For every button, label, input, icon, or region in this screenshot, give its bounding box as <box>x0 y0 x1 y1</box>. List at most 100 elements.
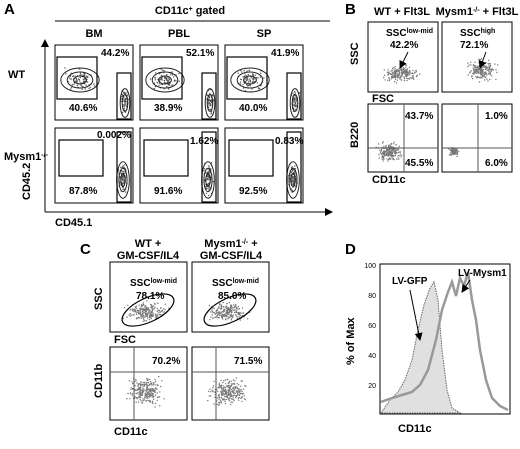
event-dot <box>123 106 126 108</box>
gate-percent: 72.1% <box>460 40 488 51</box>
event-dot <box>130 387 132 389</box>
event-dot <box>222 394 224 396</box>
event-dot <box>451 151 453 153</box>
event-dot <box>218 396 220 398</box>
event-dot <box>121 93 123 96</box>
event-dot <box>156 392 158 394</box>
plot-frame <box>139 44 219 121</box>
event-dot <box>231 316 234 319</box>
event-dot <box>230 401 232 403</box>
event-dot <box>206 178 209 180</box>
event-dot <box>237 306 240 308</box>
event-dot <box>227 318 229 320</box>
event-dot <box>382 158 385 160</box>
event-dot <box>398 151 400 153</box>
event-dot <box>472 64 475 66</box>
event-dot <box>477 71 479 74</box>
event-dot <box>382 156 385 158</box>
event-dot <box>229 309 231 311</box>
event-dot <box>220 397 222 399</box>
event-dot <box>481 77 483 79</box>
event-dot <box>143 381 146 384</box>
contour <box>73 75 87 85</box>
event-dot <box>225 390 227 392</box>
event-dot <box>154 378 156 381</box>
event-dot <box>156 310 158 313</box>
event-dot <box>208 101 210 104</box>
event-dot <box>228 387 231 390</box>
event-dot <box>483 73 485 76</box>
event-dot <box>386 153 388 155</box>
x-axis-label: CD45.1 <box>55 217 92 229</box>
event-dot <box>209 319 211 321</box>
event-dot <box>247 79 249 81</box>
event-dot <box>388 157 391 159</box>
event-dot <box>228 384 230 387</box>
event-dot <box>478 72 480 75</box>
gate <box>56 56 98 100</box>
event-dot <box>221 318 224 320</box>
event-dot <box>397 69 399 71</box>
event-dot <box>135 396 138 399</box>
event-dot <box>243 70 245 72</box>
event-dot <box>388 78 391 80</box>
event-dot <box>138 304 140 306</box>
event-dot <box>152 390 155 393</box>
event-dot <box>151 311 153 313</box>
event-dot <box>218 401 220 404</box>
event-dot <box>238 312 240 315</box>
event-dot <box>140 313 142 316</box>
event-dot <box>141 383 143 386</box>
event-dot <box>83 78 86 80</box>
event-dot <box>485 61 487 64</box>
event-dot <box>147 313 149 315</box>
event-dot <box>380 153 383 155</box>
event-dot <box>168 307 170 309</box>
event-dot <box>161 309 163 312</box>
event-dot <box>149 400 151 402</box>
event-dot <box>154 394 157 396</box>
event-dot <box>244 74 246 76</box>
event-dot <box>150 313 153 316</box>
event-dot <box>242 83 244 86</box>
event-dot <box>160 385 162 388</box>
event-dot <box>404 75 406 78</box>
event-dot <box>294 105 296 107</box>
event-dot <box>380 150 382 153</box>
event-dot <box>131 394 133 396</box>
event-dot <box>238 394 240 397</box>
event-dot <box>225 309 228 312</box>
contour <box>145 67 185 93</box>
event-dot <box>85 84 87 86</box>
event-dot <box>406 77 408 79</box>
event-dot <box>82 78 85 81</box>
event-dot <box>160 83 162 86</box>
event-dot <box>140 304 143 306</box>
event-dot <box>241 380 243 382</box>
event-dot <box>487 67 489 69</box>
event-dot <box>121 111 124 114</box>
event-dot <box>478 77 480 79</box>
event-dot <box>226 303 228 305</box>
contour <box>243 75 257 85</box>
gate <box>286 72 302 120</box>
event-dot <box>146 394 148 396</box>
event-dot <box>120 166 122 169</box>
event-dot <box>385 146 387 148</box>
event-dot <box>393 80 396 83</box>
event-dot <box>132 309 134 311</box>
gate <box>121 293 175 327</box>
event-dot <box>294 102 297 105</box>
event-dot <box>219 401 221 404</box>
event-dot <box>389 153 391 156</box>
event-dot <box>155 317 157 319</box>
event-dot <box>396 158 398 160</box>
event-dot <box>398 73 400 75</box>
event-dot <box>70 78 72 80</box>
event-dot <box>230 385 232 388</box>
contour <box>121 94 129 112</box>
event-dot <box>126 91 128 94</box>
column-label: SP <box>257 28 272 40</box>
event-dot <box>398 75 400 77</box>
event-dot <box>452 152 454 155</box>
